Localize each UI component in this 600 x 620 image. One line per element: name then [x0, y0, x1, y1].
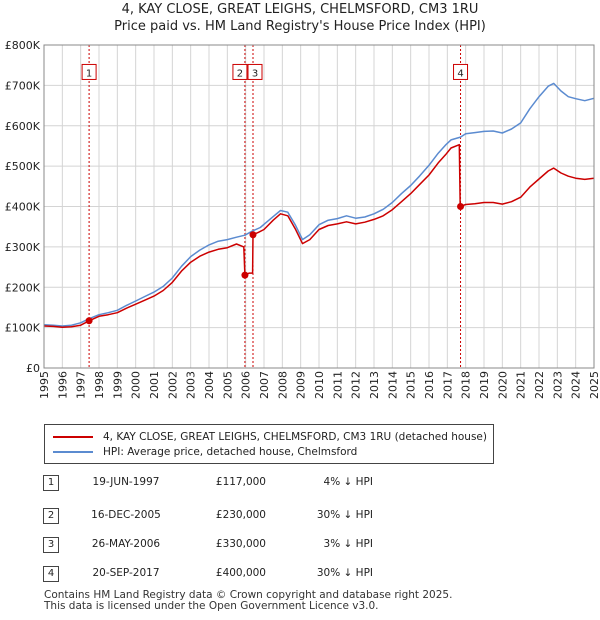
legend-swatch-hpi — [53, 451, 93, 453]
x-tick-label: 1999 — [111, 371, 124, 399]
sale-date: 26-MAY-2006 — [91, 538, 161, 550]
x-tick-label: 2012 — [350, 371, 363, 399]
sale-number-badge: 2 — [43, 508, 59, 524]
sale-number-box — [81, 63, 97, 80]
sale-number-badge: 1 — [43, 475, 59, 491]
x-tick-label: 1995 — [38, 371, 51, 399]
legend-label-hpi: HPI: Average price, detached house, Chel… — [103, 446, 358, 458]
y-tick-label: £500K — [5, 160, 41, 173]
sale-date: 20-SEP-2017 — [92, 567, 160, 579]
x-tick-label: 2024 — [570, 371, 583, 399]
x-tick-label: 2006 — [240, 371, 253, 399]
x-tick-label: 1998 — [93, 371, 106, 399]
chart-title: 4, KAY CLOSE, GREAT LEIGHS, CHELMSFORD, … — [121, 2, 479, 17]
sale-hpi-diff: 4% ↓ HPI — [323, 476, 373, 488]
x-tick-label: 2010 — [313, 371, 326, 399]
sale-hpi-diff: 3% ↓ HPI — [323, 538, 373, 550]
sale-number-box — [453, 63, 469, 80]
x-tick-label: 2003 — [185, 371, 198, 399]
x-tick-label: 2013 — [368, 371, 381, 399]
y-tick-label: £300K — [5, 241, 41, 254]
footer-licence: This data is licensed under the Open Gov… — [44, 600, 379, 612]
sale-number-label: 3 — [252, 68, 258, 79]
sale-number-label: 4 — [457, 68, 463, 79]
hpi-line — [43, 82, 595, 327]
price-chart: £0 £100K £200K £300K £400K £500K £600K £700K £80… — [5, 39, 600, 399]
x-tick-label: 2022 — [533, 371, 546, 399]
sale-number-label: 1 — [86, 68, 92, 79]
y-tick-label: £400K — [5, 201, 41, 214]
x-tick-label: 2014 — [386, 371, 399, 399]
x-tick-label: 2004 — [203, 371, 216, 399]
x-tick-label: 2009 — [295, 371, 308, 399]
legend-item-hpi: HPI: Average price, detached house, Chel… — [53, 445, 357, 459]
legend-item-property: 4, KAY CLOSE, GREAT LEIGHS, CHELMSFORD, … — [53, 430, 487, 444]
x-tick-label: 2021 — [515, 371, 528, 399]
sale-number-box — [232, 63, 248, 80]
x-tick-label: 2000 — [130, 371, 143, 399]
table-row: 2 16-DEC-2005 £230,000 30% ↓ HPI — [0, 508, 600, 526]
legend-swatch-property — [53, 436, 93, 438]
sale-date: 19-JUN-1997 — [92, 476, 160, 488]
x-tick-label: 2007 — [258, 371, 271, 399]
sale-price: £230,000 — [215, 509, 266, 521]
plot-frame — [43, 44, 595, 369]
sale-point — [241, 271, 249, 279]
x-tick-label: 2016 — [423, 371, 436, 399]
table-row: 3 26-MAY-2006 £330,000 3% ↓ HPI — [0, 537, 600, 555]
x-tick-label: 2005 — [221, 371, 234, 399]
x-tick-label: 2017 — [441, 371, 454, 399]
x-tick-label: 2008 — [276, 371, 289, 399]
footer-copyright: Contains HM Land Registry data © Crown c… — [44, 589, 453, 601]
sale-point — [249, 231, 257, 239]
x-tick-label: 2023 — [551, 371, 564, 399]
sale-price: £117,000 — [215, 476, 266, 488]
x-tick-label: 1996 — [56, 371, 69, 399]
y-tick-label: £200K — [5, 281, 41, 294]
y-tick-label: £800K — [5, 39, 41, 52]
x-tick-label: 2001 — [148, 371, 161, 399]
legend-label-property: 4, KAY CLOSE, GREAT LEIGHS, CHELMSFORD, … — [103, 431, 487, 443]
legend: 4, KAY CLOSE, GREAT LEIGHS, CHELMSFORD, … — [44, 424, 494, 464]
sale-point — [85, 317, 93, 325]
x-tick-label: 2002 — [166, 371, 179, 399]
x-tick-label: 2019 — [478, 371, 491, 399]
sale-hpi-diff: 30% ↓ HPI — [316, 509, 373, 521]
x-tick-label: 2025 — [588, 371, 600, 399]
table-row: 1 19-JUN-1997 £117,000 4% ↓ HPI — [0, 475, 600, 493]
sale-number-box — [247, 63, 263, 80]
sale-date: 16-DEC-2005 — [91, 509, 161, 521]
y-tick-label: £600K — [5, 120, 41, 133]
sale-price: £400,000 — [215, 567, 266, 579]
x-tick-label: 2011 — [331, 371, 344, 399]
sale-number-label: 2 — [237, 68, 243, 79]
sale-number-badge: 4 — [43, 566, 59, 582]
sale-point — [457, 203, 465, 210]
chart-subtitle: Price paid vs. HM Land Registry's House … — [114, 19, 486, 34]
y-tick-label: £100K — [5, 322, 41, 335]
sale-price: £330,000 — [215, 538, 266, 550]
table-row: 4 20-SEP-2017 £400,000 30% ↓ HPI — [0, 566, 600, 584]
property-price-line — [43, 143, 595, 328]
x-tick-label: 2015 — [405, 371, 418, 399]
sale-hpi-diff: 30% ↓ HPI — [316, 567, 373, 579]
y-tick-label: £0 — [26, 362, 40, 375]
sale-number-badge: 3 — [43, 537, 59, 553]
x-tick-label: 2018 — [460, 371, 473, 399]
y-tick-label: £700K — [5, 79, 41, 92]
x-tick-label: 1997 — [75, 371, 88, 399]
x-tick-label: 2020 — [496, 371, 509, 399]
